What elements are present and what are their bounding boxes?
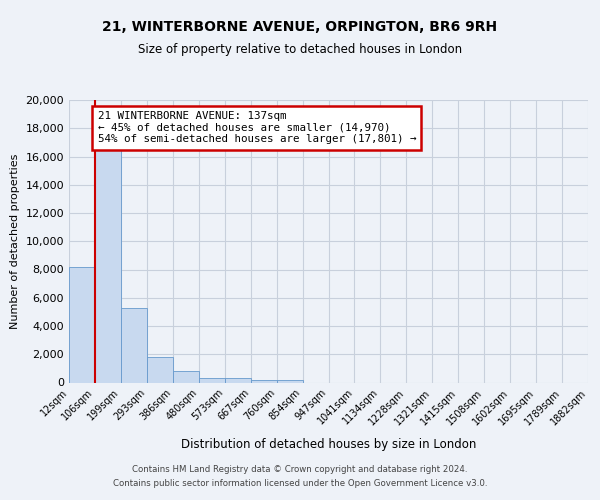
X-axis label: Distribution of detached houses by size in London: Distribution of detached houses by size … bbox=[181, 438, 476, 450]
Bar bbox=[147, 357, 173, 382]
Text: Contains HM Land Registry data © Crown copyright and database right 2024.: Contains HM Land Registry data © Crown c… bbox=[132, 465, 468, 474]
Bar bbox=[251, 380, 277, 382]
Bar bbox=[277, 380, 302, 382]
Text: Contains public sector information licensed under the Open Government Licence v3: Contains public sector information licen… bbox=[113, 478, 487, 488]
Text: 21, WINTERBORNE AVENUE, ORPINGTON, BR6 9RH: 21, WINTERBORNE AVENUE, ORPINGTON, BR6 9… bbox=[103, 20, 497, 34]
Bar bbox=[199, 378, 224, 382]
Bar bbox=[173, 371, 199, 382]
Bar bbox=[69, 266, 95, 382]
Y-axis label: Number of detached properties: Number of detached properties bbox=[10, 154, 20, 329]
Text: 21 WINTERBORNE AVENUE: 137sqm
← 45% of detached houses are smaller (14,970)
54% : 21 WINTERBORNE AVENUE: 137sqm ← 45% of d… bbox=[98, 112, 416, 144]
Bar bbox=[95, 150, 121, 382]
Bar bbox=[121, 308, 147, 382]
Bar bbox=[225, 378, 251, 382]
Text: Size of property relative to detached houses in London: Size of property relative to detached ho… bbox=[138, 42, 462, 56]
